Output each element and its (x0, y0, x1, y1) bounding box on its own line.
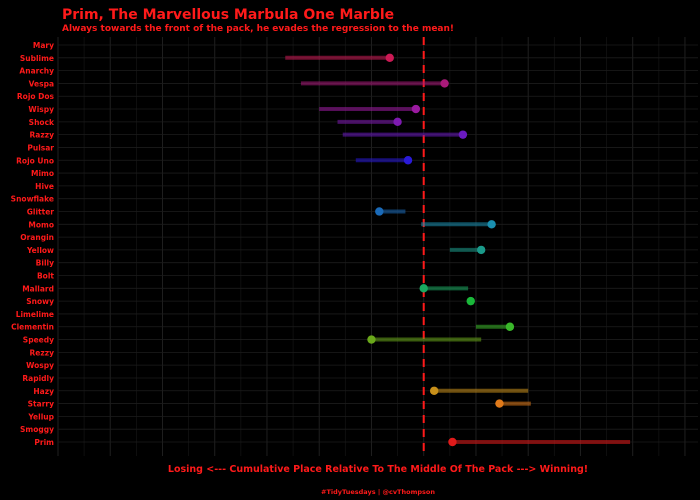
y-tick-label: Shock (29, 118, 55, 127)
y-tick-label: Sublime (20, 54, 54, 63)
y-tick-label: Rezzy (30, 348, 55, 357)
y-tick-label: Mary (33, 41, 54, 50)
end-point (367, 335, 376, 344)
y-tick-label: Anarchy (19, 67, 54, 76)
end-point (411, 104, 421, 114)
marble-marks (285, 53, 631, 447)
y-tick-label: Wospy (26, 361, 54, 370)
end-point (505, 322, 515, 331)
y-tick-label: Wispy (28, 105, 54, 114)
y-tick-label: Pulsar (27, 143, 54, 152)
y-tick-label: Billy (36, 259, 54, 268)
end-point (385, 53, 394, 63)
y-tick-label: Prim (34, 438, 54, 447)
end-point (403, 156, 413, 165)
end-point (476, 245, 486, 255)
y-tick-label: Snowflake (11, 195, 54, 204)
y-tick-label: Speedy (23, 336, 54, 345)
y-tick-label: Snowy (26, 297, 54, 306)
y-tick-label: Vespa (29, 79, 54, 88)
end-point (375, 207, 384, 216)
y-tick-label: Glitter (27, 207, 55, 216)
chart-subtitle: Always towards the front of the pack, he… (62, 24, 454, 34)
end-point (429, 386, 439, 395)
y-tick-label: Yellow (26, 246, 54, 255)
y-tick-label: Rojo Dos (17, 92, 55, 101)
end-point (393, 117, 402, 127)
end-point (458, 130, 468, 139)
x-axis-label: Losing <--- Cumulative Place Relative To… (168, 464, 588, 475)
end-point (466, 296, 475, 306)
y-tick-label: Rojo Uno (16, 156, 54, 165)
end-point (495, 399, 504, 408)
y-tick-label: Yellup (27, 412, 54, 421)
y-tick-label: Rapidly (22, 374, 54, 383)
y-tick-label: Razzy (30, 131, 55, 140)
end-point (448, 437, 457, 447)
y-tick-label: Clementin (11, 323, 54, 332)
y-tick-label: Orangin (20, 233, 54, 242)
y-axis-labels: Mary Sublime Anarchy Vespa Rojo Dos Wispy Shoc… (11, 41, 55, 447)
end-point (487, 220, 496, 229)
y-tick-label: Momo (28, 220, 54, 229)
y-tick-label: Limelime (16, 310, 54, 319)
y-tick-label: Hive (35, 182, 54, 191)
chart-caption: #TidyTuesdays | @cvThompson (321, 488, 435, 497)
end-point (440, 79, 449, 88)
y-tick-label: Smoggy (20, 425, 54, 434)
y-tick-label: Bolt (37, 272, 54, 281)
y-tick-label: Mimo (31, 169, 54, 178)
chart-title: Prim, The Marvellous Marbula One Marble (62, 7, 394, 23)
y-tick-label: Starry (28, 400, 54, 409)
y-tick-label: Hazy (33, 387, 54, 396)
y-tick-label: Mallard (22, 284, 54, 293)
end-point (419, 284, 428, 293)
grid-lines (57, 37, 698, 456)
